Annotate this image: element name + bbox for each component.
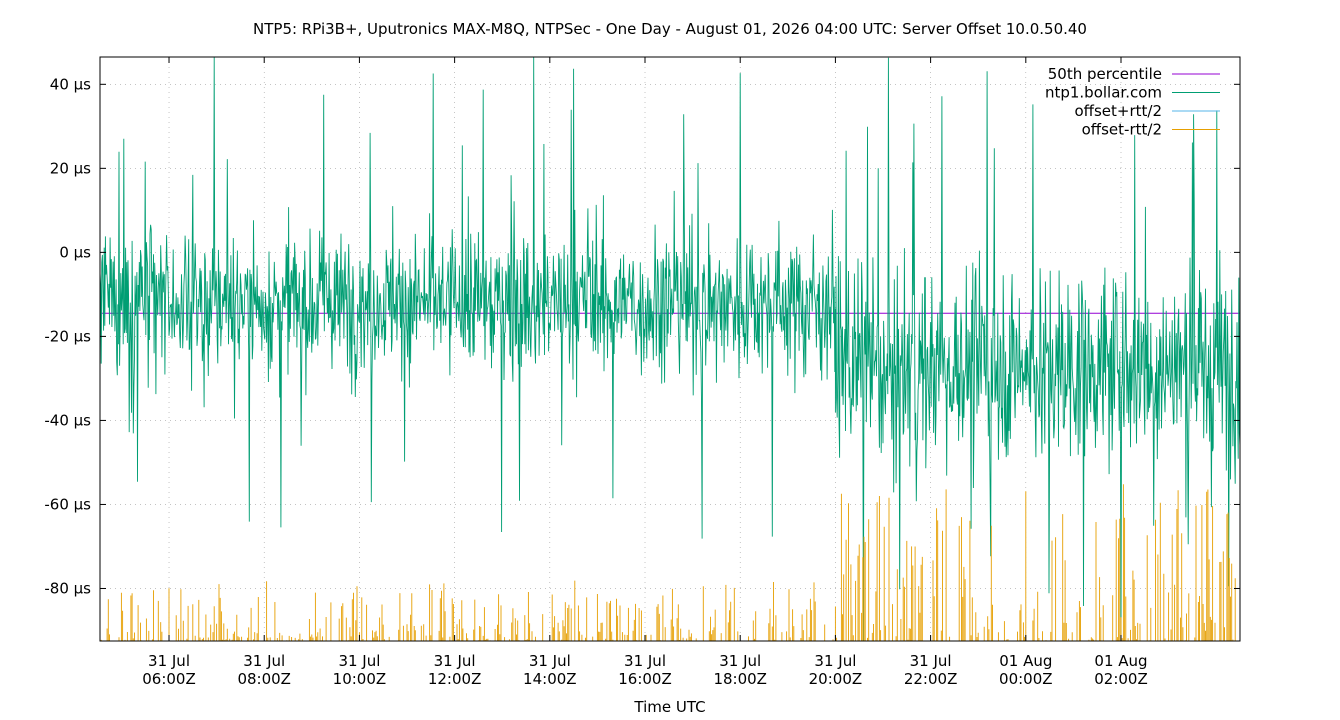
x-tick-label-date: 31 Jul bbox=[624, 652, 666, 670]
x-tick-label-date: 31 Jul bbox=[148, 652, 190, 670]
x-tick-label-time: 20:00Z bbox=[809, 670, 863, 688]
x-tick-label-date: 31 Jul bbox=[719, 652, 761, 670]
x-tick-label-time: 00:00Z bbox=[999, 670, 1053, 688]
grid bbox=[100, 57, 1240, 641]
y-tick-label: 0 µs bbox=[59, 243, 91, 261]
x-tick-label-date: 31 Jul bbox=[338, 652, 380, 670]
legend-label: ntp1.bollar.com bbox=[1045, 84, 1162, 102]
x-tick-label-time: 14:00Z bbox=[523, 670, 577, 688]
x-tick-label-time: 08:00Z bbox=[237, 670, 291, 688]
legend-label: 50th percentile bbox=[1048, 65, 1162, 83]
x-tick-label-date: 01 Aug bbox=[1094, 652, 1147, 670]
x-tick-label-time: 10:00Z bbox=[333, 670, 387, 688]
legend: 50th percentilentp1.bollar.comoffset+rtt… bbox=[1045, 65, 1220, 139]
legend-label: offset+rtt/2 bbox=[1074, 102, 1162, 120]
legend-label: offset-rtt/2 bbox=[1082, 121, 1162, 139]
x-tick-label-date: 01 Aug bbox=[999, 652, 1052, 670]
series-line-ntp1 bbox=[100, 57, 1240, 641]
y-tick-label: -60 µs bbox=[44, 495, 91, 513]
x-tick-label-date: 31 Jul bbox=[529, 652, 571, 670]
chart-title: NTP5: RPi3B+, Uputronics MAX-M8Q, NTPSec… bbox=[253, 20, 1087, 38]
y-tick-label: -20 µs bbox=[44, 327, 91, 345]
plot-frame bbox=[99, 56, 1241, 642]
y-tick-label: -80 µs bbox=[44, 579, 91, 597]
x-tick-label-time: 02:00Z bbox=[1094, 670, 1148, 688]
y-tick-label: -40 µs bbox=[44, 411, 91, 429]
x-tick-label-time: 06:00Z bbox=[142, 670, 196, 688]
y-axis: 40 µs 20 µs 0 µs -20 µs -40 µs -60 µs -80 µs bbox=[44, 75, 1240, 597]
plot-area bbox=[100, 57, 1240, 641]
x-tick-label-date: 31 Jul bbox=[243, 652, 285, 670]
x-tick-label-time: 18:00Z bbox=[713, 670, 767, 688]
x-tick-label-time: 12:00Z bbox=[428, 670, 482, 688]
y-tick-label: 20 µs bbox=[50, 159, 91, 177]
x-tick-label-time: 16:00Z bbox=[618, 670, 672, 688]
series-line-offset-minus-rtt bbox=[100, 484, 1236, 641]
y-tick-label: 40 µs bbox=[50, 75, 91, 93]
x-tick-label-date: 31 Jul bbox=[910, 652, 952, 670]
x-axis-label: Time UTC bbox=[633, 698, 705, 716]
x-tick-label-time: 22:00Z bbox=[904, 670, 958, 688]
x-tick-label-date: 31 Jul bbox=[814, 652, 856, 670]
x-tick-label-date: 31 Jul bbox=[434, 652, 476, 670]
